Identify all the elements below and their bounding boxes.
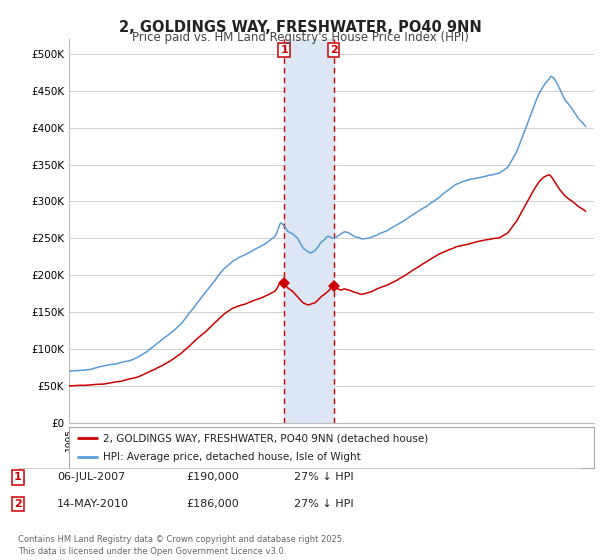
Text: 1: 1 — [14, 472, 22, 482]
Text: 14-MAY-2010: 14-MAY-2010 — [57, 499, 129, 509]
Text: 06-JUL-2007: 06-JUL-2007 — [57, 472, 125, 482]
Text: 2, GOLDINGS WAY, FRESHWATER, PO40 9NN (detached house): 2, GOLDINGS WAY, FRESHWATER, PO40 9NN (d… — [103, 433, 428, 443]
Text: 2: 2 — [329, 45, 337, 55]
Text: Price paid vs. HM Land Registry's House Price Index (HPI): Price paid vs. HM Land Registry's House … — [131, 31, 469, 44]
Text: Contains HM Land Registry data © Crown copyright and database right 2025.
This d: Contains HM Land Registry data © Crown c… — [18, 535, 344, 556]
Text: 27% ↓ HPI: 27% ↓ HPI — [294, 472, 353, 482]
Text: 2, GOLDINGS WAY, FRESHWATER, PO40 9NN: 2, GOLDINGS WAY, FRESHWATER, PO40 9NN — [119, 20, 481, 35]
Text: £186,000: £186,000 — [186, 499, 239, 509]
Text: 27% ↓ HPI: 27% ↓ HPI — [294, 499, 353, 509]
Bar — [284, 39, 334, 423]
Text: £190,000: £190,000 — [186, 472, 239, 482]
Text: 1: 1 — [280, 45, 288, 55]
Text: HPI: Average price, detached house, Isle of Wight: HPI: Average price, detached house, Isle… — [103, 452, 361, 461]
Text: 2: 2 — [14, 499, 22, 509]
